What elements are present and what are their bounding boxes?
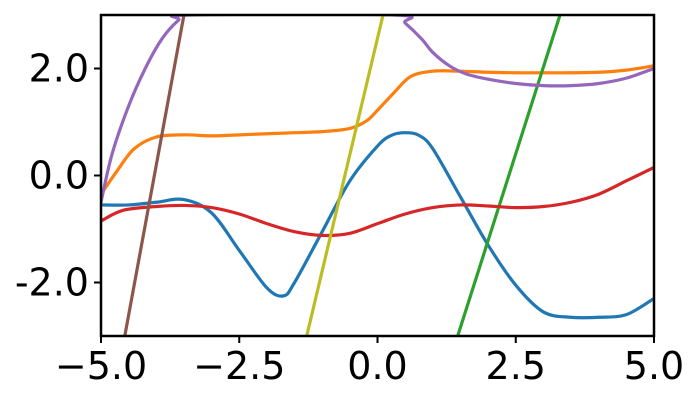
series-line-6 xyxy=(123,15,186,336)
y-tick-label: 2.0 xyxy=(29,47,89,91)
x-tick-label: 0.0 xyxy=(347,344,407,388)
series-line-2 xyxy=(101,64,654,196)
plot-frame xyxy=(99,13,656,338)
series-line-5 xyxy=(101,15,654,204)
x-tick-label: 2.5 xyxy=(486,344,546,388)
series-line-1 xyxy=(101,131,654,320)
tick-layer: −5.0 −2.5 0.0 2.5 5.0 -2.0 0.0 2.0 xyxy=(15,47,684,389)
series-layer xyxy=(101,15,654,336)
y-tick-label: -2.0 xyxy=(15,261,89,305)
series-line-3 xyxy=(456,15,562,336)
series-line-7 xyxy=(305,15,385,336)
x-tick-label: −2.5 xyxy=(193,344,285,388)
x-tick-label: 5.0 xyxy=(624,344,684,388)
x-tick-label: −5.0 xyxy=(55,344,147,388)
y-tick-label: 0.0 xyxy=(29,154,89,198)
series-line-4 xyxy=(101,165,654,238)
